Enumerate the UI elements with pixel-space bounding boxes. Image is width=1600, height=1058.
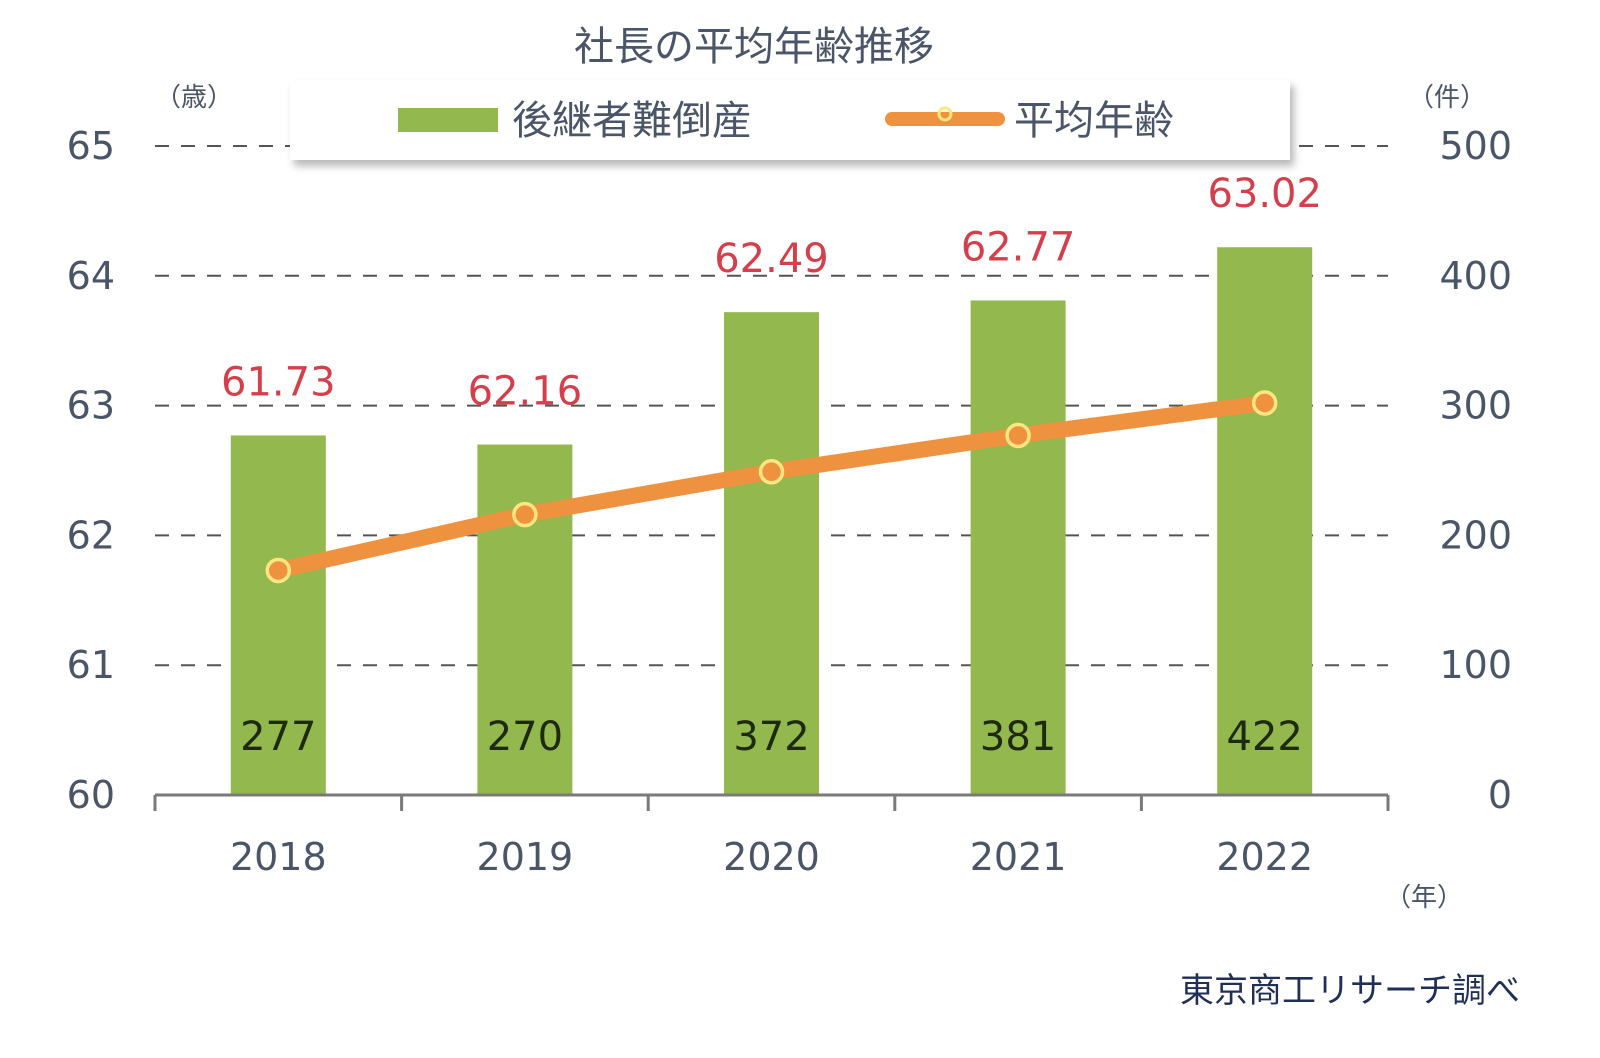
right-tick-label: 100 xyxy=(1439,643,1512,687)
right-tick-label: 400 xyxy=(1439,254,1512,298)
chart-title: 社長の平均年齢推移 xyxy=(574,24,934,70)
bar-value-label: 381 xyxy=(980,714,1056,760)
legend-bar-label: 後継者難倒産 xyxy=(512,98,752,144)
right-tick-label: 500 xyxy=(1439,124,1512,168)
x-tick-label: 2019 xyxy=(477,835,574,879)
age-value-label: 62.77 xyxy=(961,224,1076,270)
left-tick-label: 64 xyxy=(67,254,115,298)
right-tick-label: 200 xyxy=(1439,513,1512,557)
bar xyxy=(724,312,819,795)
bar-value-label: 422 xyxy=(1227,714,1303,760)
bar xyxy=(970,300,1066,795)
legend-line-label: 平均年齢 xyxy=(1014,98,1174,144)
age-point xyxy=(1251,390,1278,416)
left-tick-label: 63 xyxy=(67,384,115,428)
source-note: 東京商工リサーチ調べ xyxy=(1180,971,1520,1011)
age-point xyxy=(265,557,292,584)
age-value-label: 62.49 xyxy=(714,236,829,282)
age-value-label: 63.02 xyxy=(1207,171,1322,217)
x-tick-label: 2022 xyxy=(1216,835,1313,879)
age-value-label: 61.73 xyxy=(221,359,336,405)
bar xyxy=(230,435,326,795)
left-tick-label: 62 xyxy=(67,513,115,557)
left-tick-label: 65 xyxy=(67,124,115,168)
legend: 後継者難倒産 平均年齢 xyxy=(290,80,1290,160)
data-labels: 277 270 372 381 422 61.73 62.16 62.49 62.77 63.02 xyxy=(221,171,1322,760)
x-axis-unit: （年） xyxy=(1385,883,1463,913)
bars xyxy=(230,247,1313,795)
bar-value-label: 372 xyxy=(733,714,809,760)
axes: 60 61 62 63 64 65 0 100 200 300 400 500 2018 2019 2020… xyxy=(67,124,1512,879)
legend-bar-swatch xyxy=(398,108,498,132)
bar-value-label: 277 xyxy=(240,714,316,760)
bar xyxy=(1217,247,1313,795)
left-tick-label: 61 xyxy=(67,643,115,687)
left-axis-unit: （歳） xyxy=(155,83,233,113)
age-value-label: 62.16 xyxy=(468,369,583,415)
left-tick-label: 60 xyxy=(67,773,115,817)
legend-line-marker xyxy=(937,106,953,122)
x-tick-label: 2020 xyxy=(723,835,820,879)
bar-value-label: 270 xyxy=(487,714,563,760)
right-tick-label: 0 xyxy=(1488,773,1512,817)
age-point xyxy=(1005,422,1031,449)
right-tick-label: 300 xyxy=(1439,384,1512,428)
age-line xyxy=(265,390,1278,584)
right-axis-unit: （件） xyxy=(1408,83,1486,113)
age-point xyxy=(512,501,538,528)
age-point xyxy=(758,459,785,485)
x-tick-label: 2021 xyxy=(970,835,1067,879)
x-tick-label: 2018 xyxy=(230,835,327,879)
